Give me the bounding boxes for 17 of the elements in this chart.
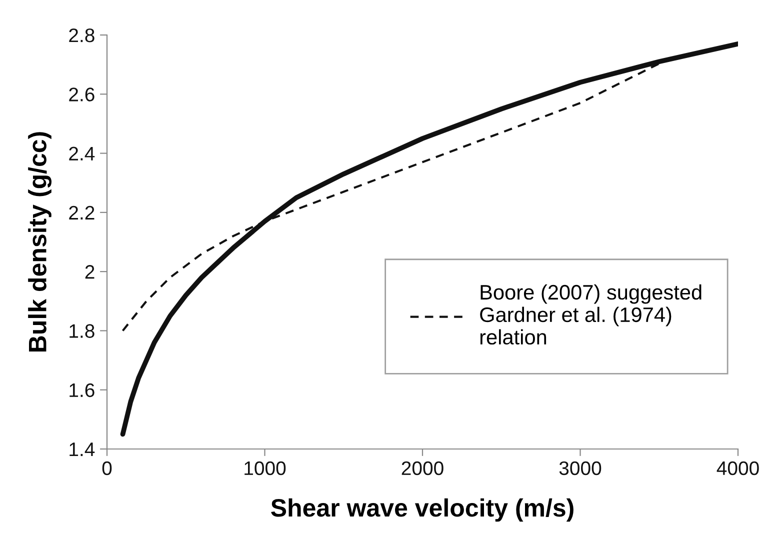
y-tick-label: 2.8: [69, 28, 94, 42]
x-axis-title: Shear wave velocity (m/s): [271, 498, 574, 522]
y-tick-label: 1.6: [70, 383, 94, 398]
x-tick-label: 0: [102, 461, 112, 476]
y-tick-label: 2.4: [69, 146, 95, 160]
legend-label: Boore (2007) suggested Gardner et al. (1974) relation: [480, 284, 702, 345]
x-tick-label: 1000: [244, 461, 286, 476]
y-tick-label: 2.2: [69, 206, 94, 220]
x-tick-label: 3000: [559, 461, 602, 476]
line-series: [120, 41, 738, 437]
y-tick-label: 1.4: [70, 442, 95, 456]
y-tick-label: 2.6: [69, 88, 94, 102]
x-tick-label: 4000: [716, 461, 759, 476]
y-tick-label: 1.8: [70, 324, 94, 338]
y-axis-title: Bulk density (g/cc): [28, 132, 52, 352]
x-tick-label: 2000: [402, 461, 444, 476]
y-tick-label: 2: [85, 265, 94, 279]
